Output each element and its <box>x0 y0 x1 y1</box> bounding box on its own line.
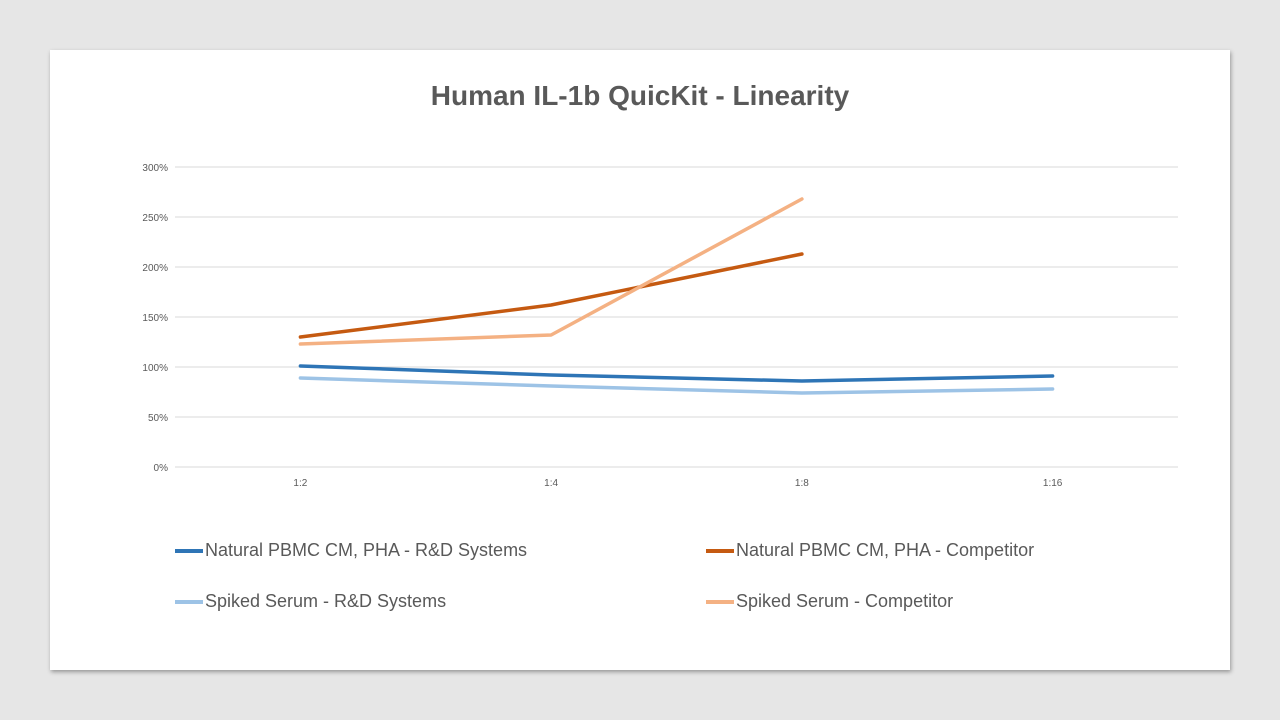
chart-legend: Natural PBMC CM, PHA - R&D Systems Natur… <box>175 540 1175 630</box>
gridlines <box>175 166 1178 468</box>
x-axis-ticks: 1:2 1:4 1:8 1:16 <box>293 478 1062 489</box>
legend-label-spiked-rd: Spiked Serum - R&D Systems <box>205 591 447 611</box>
y-tick-label: 250% <box>142 213 168 224</box>
x-tick-label: 1:16 <box>1043 478 1063 489</box>
legend-item-spiked-rd: Spiked Serum - R&D Systems <box>175 591 446 612</box>
y-tick-label: 0% <box>154 463 169 474</box>
x-tick-label: 1:4 <box>544 478 558 489</box>
legend-label-spiked-competitor: Spiked Serum - Competitor <box>736 591 954 611</box>
y-tick-label: 200% <box>142 263 168 274</box>
y-tick-label: 150% <box>142 313 168 324</box>
legend-swatch-spiked-rd <box>175 599 203 604</box>
y-axis-ticks: 0% 50% 100% 150% 200% 250% 300% <box>142 163 168 474</box>
series-line-2 <box>298 376 1055 395</box>
x-tick-label: 1:2 <box>293 478 307 489</box>
legend-swatch-spiked-competitor <box>706 599 734 604</box>
series-line-0 <box>298 364 1055 383</box>
y-tick-label: 100% <box>142 363 168 374</box>
chart-title: Human IL-1b QuicKit - Linearity <box>430 80 850 111</box>
legend-item-spiked-competitor: Spiked Serum - Competitor <box>706 591 953 612</box>
series-line-3 <box>298 197 804 346</box>
legend-swatch-natural-rd <box>175 548 203 553</box>
legend-item-natural-competitor: Natural PBMC CM, PHA - Competitor <box>706 540 1034 561</box>
series-lines <box>298 197 1055 395</box>
x-tick-label: 1:8 <box>795 478 809 489</box>
legend-label-natural-competitor: Natural PBMC CM, PHA - Competitor <box>736 540 1035 560</box>
chart-slide: Human IL-1b QuicKit - Linearity 0% 50% 100… <box>50 50 1230 670</box>
legend-swatch-natural-competitor <box>706 548 734 553</box>
series-line-1 <box>298 252 804 339</box>
y-tick-label: 50% <box>148 413 168 424</box>
chart-plot-area: 0% 50% 100% 150% 200% 250% 300% 1:2 1:4 1:8 1:16 <box>142 163 1178 489</box>
legend-label-natural-rd: Natural PBMC CM, PHA - R&D Systems <box>205 540 528 560</box>
legend-item-natural-rd: Natural PBMC CM, PHA - R&D Systems <box>175 540 527 561</box>
y-tick-label: 300% <box>142 163 168 174</box>
